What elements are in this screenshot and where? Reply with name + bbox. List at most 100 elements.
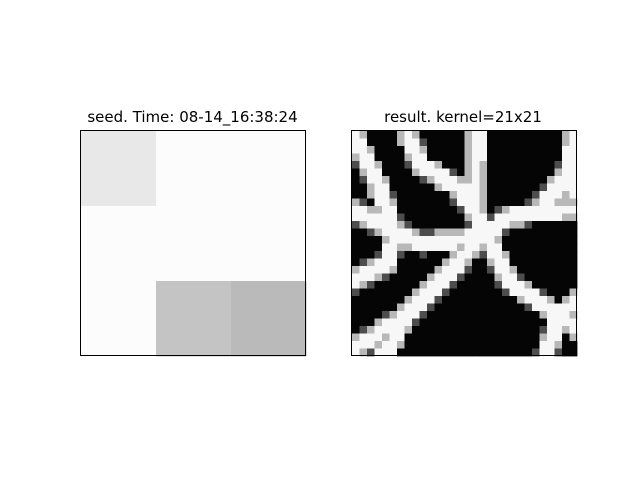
result-cell	[374, 258, 383, 267]
result-cell	[464, 228, 473, 237]
result-cell	[494, 153, 503, 162]
result-cell	[389, 318, 398, 327]
result-cell	[464, 146, 473, 154]
result-cell	[427, 326, 435, 334]
result-cell	[502, 176, 510, 184]
result-cell	[367, 348, 375, 357]
result-cell	[352, 138, 360, 147]
result-cell	[502, 138, 510, 147]
result-cell	[457, 341, 465, 349]
result-cell	[464, 311, 473, 319]
result-cell	[464, 318, 473, 327]
result-cell	[494, 131, 503, 139]
result-cell	[374, 273, 383, 282]
result-cell	[457, 273, 465, 282]
result-cell	[562, 191, 570, 199]
result-cell	[509, 251, 518, 259]
result-cell	[547, 138, 555, 147]
result-cell	[442, 221, 450, 229]
result-cell	[382, 198, 390, 207]
result-heatmap	[352, 131, 578, 357]
result-cell	[449, 273, 458, 282]
result-cell	[487, 221, 495, 229]
result-cell	[404, 138, 413, 147]
result-cell	[449, 266, 458, 274]
result-cell	[389, 228, 398, 237]
result-cell	[509, 318, 518, 327]
result-cell	[532, 318, 540, 327]
result-cell	[472, 303, 480, 312]
result-cell	[419, 333, 428, 342]
result-cell	[547, 228, 555, 237]
result-cell	[472, 198, 480, 207]
result-cell	[359, 326, 368, 334]
result-cell	[374, 146, 383, 154]
result-cell	[367, 318, 375, 327]
result-cell	[569, 266, 578, 274]
result-cell	[442, 333, 450, 342]
result-cell	[464, 183, 473, 192]
result-cell	[532, 281, 540, 289]
result-cell	[539, 318, 548, 327]
result-cell	[382, 281, 390, 289]
result-cell	[464, 326, 473, 334]
result-cell	[524, 153, 533, 162]
result-cell	[547, 198, 555, 207]
result-cell	[397, 191, 405, 199]
result-cell	[352, 243, 360, 252]
result-cell	[487, 228, 495, 237]
result-cell	[382, 213, 390, 222]
result-cell	[397, 138, 405, 147]
result-cell	[509, 176, 518, 184]
result-cell	[419, 236, 428, 244]
result-cell	[554, 168, 563, 177]
result-cell	[427, 273, 435, 282]
result-cell	[517, 138, 525, 147]
result-cell	[554, 221, 563, 229]
result-cell	[352, 303, 360, 312]
result-cell	[404, 176, 413, 184]
result-cell	[494, 191, 503, 199]
result-cell	[442, 258, 450, 267]
result-cell	[434, 138, 443, 147]
result-cell	[472, 281, 480, 289]
result-cell	[449, 131, 458, 139]
result-cell	[547, 206, 555, 214]
result-cell	[554, 266, 563, 274]
result-cell	[449, 333, 458, 342]
result-cell	[532, 221, 540, 229]
result-cell	[569, 243, 578, 252]
result-cell	[374, 311, 383, 319]
result-cell	[404, 303, 413, 312]
result-cell	[554, 213, 563, 222]
result-cell	[479, 221, 488, 229]
result-cell	[547, 176, 555, 184]
result-cell	[539, 153, 548, 162]
result-cell	[472, 311, 480, 319]
result-cell	[532, 341, 540, 349]
result-cell	[517, 266, 525, 274]
result-cell	[382, 303, 390, 312]
seed-heatmap	[81, 131, 307, 357]
result-cell	[487, 153, 495, 162]
result-cell	[389, 266, 398, 274]
result-cell	[359, 251, 368, 259]
result-cell	[494, 296, 503, 304]
result-cell	[539, 176, 548, 184]
result-cell	[404, 236, 413, 244]
result-cell	[554, 288, 563, 297]
result-cell	[382, 311, 390, 319]
result-cell	[412, 221, 420, 229]
result-cell	[367, 198, 375, 207]
result-cell	[412, 198, 420, 207]
result-cell	[509, 236, 518, 244]
result-cell	[472, 326, 480, 334]
seed-panel: seed. Time: 08-14_16:38:24	[80, 108, 307, 357]
result-cell	[404, 333, 413, 342]
result-cell	[464, 236, 473, 244]
result-cell	[389, 161, 398, 169]
result-cell	[502, 191, 510, 199]
result-cell	[547, 341, 555, 349]
result-cell	[412, 311, 420, 319]
